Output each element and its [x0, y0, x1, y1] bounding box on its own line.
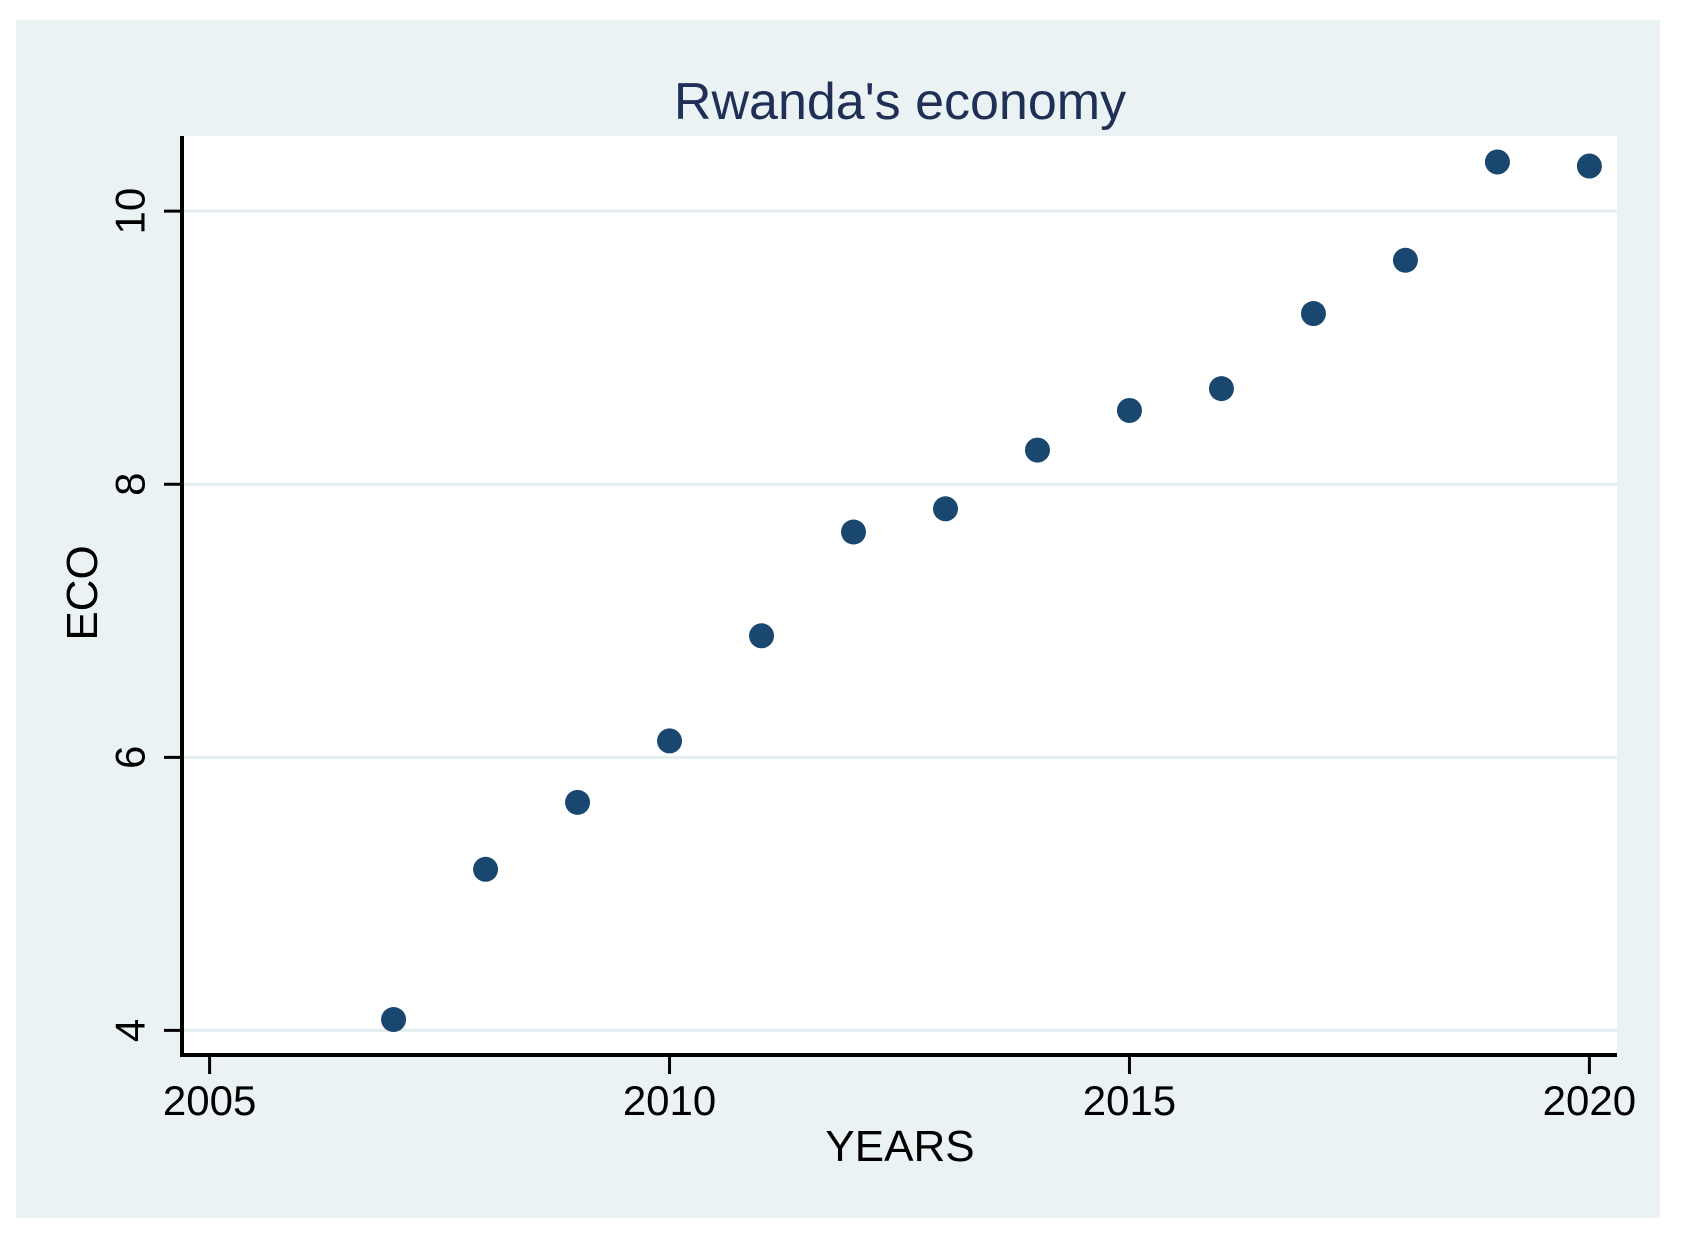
scatter-point-2016: [1208, 376, 1234, 402]
scatter-point-2009: [565, 789, 591, 815]
scatter-point-2013: [932, 496, 958, 522]
chart-title: Rwanda's economy: [673, 73, 1127, 131]
scatter-point-2012: [841, 519, 867, 545]
scatter-point-2010: [657, 728, 683, 754]
x-tick-label-2010: 2010: [623, 1077, 716, 1124]
scatter-point-2008: [473, 856, 499, 882]
y-tick-label-4: 4: [107, 1019, 154, 1042]
y-tick-label-10: 10: [107, 188, 154, 235]
scatter-point-2017: [1300, 301, 1326, 327]
scatter-point-2019: [1484, 149, 1510, 175]
figure-canvas: Rwanda's economy ECO YEARS 4 6 8 10 2005 2010…: [16, 20, 1660, 1218]
plot-area: [182, 136, 1617, 1055]
scatter-point-2007: [381, 1006, 407, 1032]
y-tick-label-6: 6: [107, 746, 154, 769]
x-tick-label-2015: 2015: [1083, 1077, 1176, 1124]
scatter-point-2020: [1576, 153, 1602, 179]
scatter-point-2011: [749, 623, 775, 649]
x-tick-label-2005: 2005: [163, 1077, 256, 1124]
x-axis-title: YEARS: [825, 1122, 975, 1171]
y-tick-label-8: 8: [107, 473, 154, 496]
scatter-point-2018: [1392, 247, 1418, 273]
scatter-plot: 4 6 8 10 2005 2010 2015 2020: [107, 136, 1636, 1124]
scatter-point-2014: [1024, 437, 1050, 463]
scatter-point-2015: [1116, 397, 1142, 423]
x-tick-label-2020: 2020: [1543, 1077, 1636, 1124]
